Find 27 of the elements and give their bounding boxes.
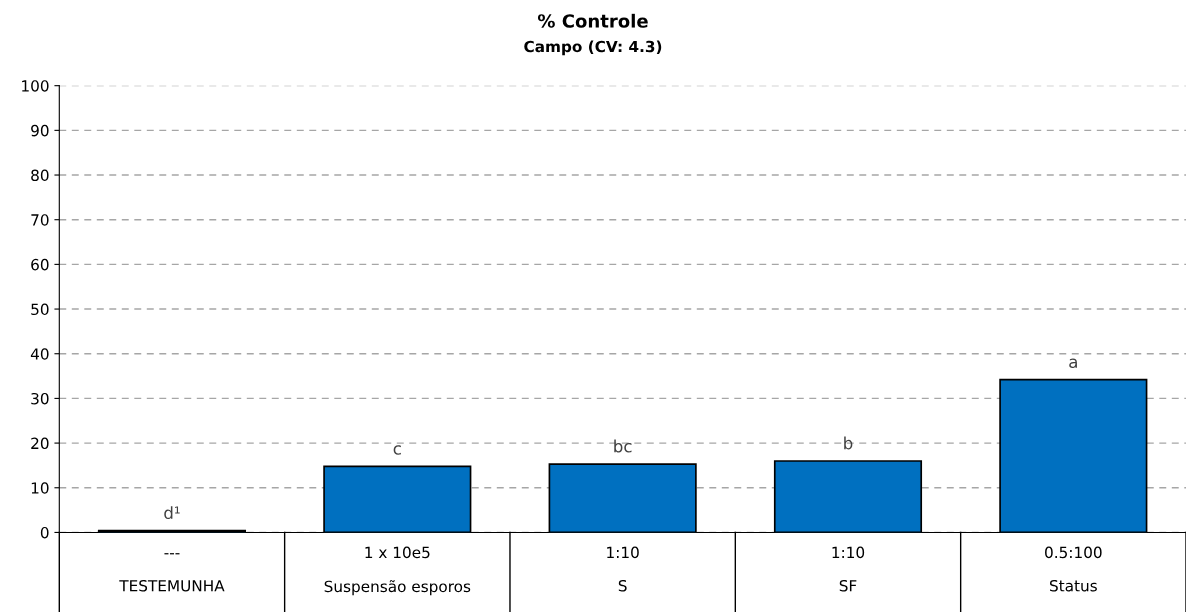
category-label: 0.5:100 Status — [1045, 546, 1102, 592]
chart-title: % Controle — [537, 13, 648, 28]
y-tick-label: 40 — [30, 348, 49, 360]
category-label: 1 x 10e5 Suspensão esporos — [324, 546, 471, 596]
y-tick-label: 0 — [40, 526, 49, 539]
y-tick-label: 60 — [31, 258, 49, 271]
bar — [999, 378, 1148, 533]
bar — [773, 460, 923, 533]
annotation: a — [1069, 358, 1077, 369]
category-label: 1:10 S — [607, 546, 639, 592]
category-label: --- TESTEMUNHA — [119, 553, 225, 592]
annotation: b — [844, 436, 853, 450]
annotation: d¹ — [164, 506, 180, 520]
chart-subtitle: Campo (CV: 4.3) — [524, 40, 662, 56]
y-tick-label: 90 — [31, 124, 49, 137]
y-tick-label: 20 — [31, 437, 49, 450]
category-label: 1:10 SF — [832, 546, 865, 592]
y-tick-label: 10 — [31, 482, 49, 494]
bar — [548, 463, 697, 533]
y-tick-label: 70 — [31, 214, 49, 226]
annotation: c — [393, 445, 401, 455]
y-tick-label: 50 — [31, 303, 49, 316]
y-tick-label: 80 — [31, 169, 49, 182]
y-tick-label: 100 — [22, 80, 49, 92]
y-tick-label: 30 — [31, 392, 49, 405]
bar — [323, 465, 472, 533]
annotation: bc — [614, 439, 632, 453]
